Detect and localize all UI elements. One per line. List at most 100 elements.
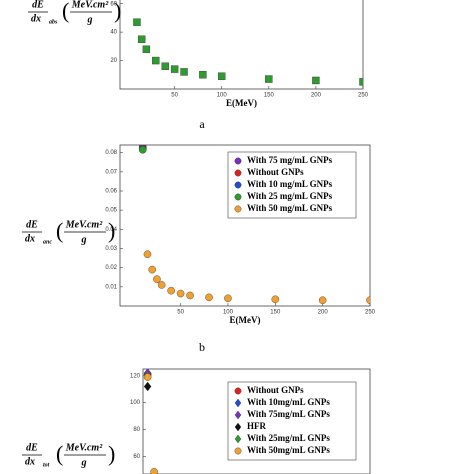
point (148, 265, 156, 274)
point (318, 296, 327, 305)
point (161, 62, 169, 70)
point (312, 76, 320, 85)
ylabel-subscript: tot (43, 462, 50, 468)
ylabel-paren: ( (56, 441, 63, 466)
x-tick-label: 50 (177, 310, 184, 316)
ylabel-unit-numerator: MeV.cm² (65, 442, 103, 453)
ylabel-paren: ) (108, 218, 115, 243)
y-tick-label: 20 (110, 58, 117, 64)
y-tick-label: 0.07 (105, 169, 117, 175)
legend-marker (234, 205, 242, 213)
legend-marker (234, 181, 242, 189)
ylabel-unit-denominator: g (81, 457, 87, 468)
point (186, 291, 194, 300)
y-tick-label: 60 (110, 1, 117, 7)
legend-label: Without GNPs (247, 167, 304, 177)
legend-box (227, 151, 357, 219)
point (133, 18, 141, 26)
point (170, 65, 179, 73)
legend-marker (234, 447, 242, 455)
x-axis-label: E(MeV) (226, 98, 257, 108)
point (359, 78, 363, 86)
point (137, 35, 146, 43)
ylabel-subscript: abs (49, 19, 58, 25)
legend-marker (234, 157, 242, 165)
ylabel-unit-denominator: g (81, 234, 87, 245)
plot-points (143, 369, 158, 474)
point (143, 373, 152, 381)
legend-box (227, 381, 357, 461)
point (152, 56, 160, 65)
legend-marker (234, 169, 242, 177)
y-tick-label: 0.02 (105, 265, 117, 271)
y-tick-label: 0.06 (105, 189, 117, 195)
point (218, 72, 226, 80)
point (153, 275, 161, 283)
legend-label: With 50 mg/mL GNPs (247, 203, 333, 213)
ylabel-subscript: anc (43, 239, 52, 245)
ylabel-numerator: dE (26, 219, 38, 230)
x-tick-label: 50 (171, 93, 178, 99)
y-tick-label: 0.01 (105, 284, 117, 290)
plot-frame (142, 368, 371, 474)
point (143, 381, 152, 392)
point (142, 45, 151, 53)
plot-points (133, 18, 363, 86)
y-tick-label: 80 (133, 427, 140, 433)
legend-marker (234, 410, 242, 420)
ylabel-unit-numerator: MeV.cm² (71, 0, 109, 10)
x-tick-label: 250 (365, 310, 376, 316)
point (143, 250, 152, 259)
point (265, 75, 273, 83)
y-tick-label: 120 (130, 373, 141, 379)
legend-label: With 25mg/mL GNPs (247, 433, 330, 443)
ylabel-paren: ( (56, 218, 63, 243)
legend-label: With 75 mg/mL GNPs (247, 155, 333, 165)
plot-frame (119, 0, 364, 90)
x-tick-label: 250 (358, 93, 369, 99)
legend-marker (234, 193, 242, 201)
ylabel-denominator: dx (25, 456, 35, 467)
x-tick-label: 100 (223, 310, 234, 316)
point (271, 295, 280, 304)
ylabel-paren: ( (62, 0, 69, 23)
point (224, 294, 232, 303)
ylabel-unit-numerator: MeV.cm² (65, 219, 103, 230)
legend-label: With 10mg/mL GNPs (247, 397, 330, 407)
legend-label: Without GNPs (247, 385, 304, 395)
y-tick-label: 0.08 (105, 150, 117, 156)
y-tick-label: 40 (110, 30, 117, 36)
ylabel-denominator: dx (31, 13, 41, 24)
ylabel-numerator: dE (32, 0, 44, 10)
plot-frame (119, 144, 371, 307)
x-tick-label: 100 (217, 93, 228, 99)
point (150, 468, 158, 474)
y-tick-label: 100 (130, 400, 141, 406)
x-tick-label: 200 (318, 310, 329, 316)
plot-points (138, 145, 370, 305)
point (138, 145, 147, 154)
legend-label: With 75mg/mL GNPs (247, 409, 330, 419)
y-tick-label: 60 (133, 454, 140, 460)
legend-label: With 10 mg/mL GNPs (247, 179, 333, 189)
x-axis-label: E(MeV) (230, 315, 261, 325)
point (180, 68, 188, 76)
legend-marker (234, 422, 242, 432)
point (176, 289, 185, 298)
ylabel-denominator: dx (25, 233, 35, 244)
ylabel-numerator: dE (26, 442, 38, 453)
caption: b (199, 340, 205, 354)
legend-label: HFR (247, 421, 266, 431)
legend-marker (234, 398, 242, 408)
point (366, 296, 370, 305)
point (205, 293, 213, 302)
y-tick-label: 0.03 (105, 246, 117, 252)
point (157, 281, 166, 289)
point (199, 71, 207, 79)
legend-label: With 25 mg/mL GNPs (247, 191, 333, 201)
x-tick-label: 150 (270, 310, 281, 316)
legend-label: With 50mg/mL GNPs (247, 445, 330, 455)
legend-marker (234, 434, 242, 444)
ylabel-unit-denominator: g (87, 14, 93, 25)
